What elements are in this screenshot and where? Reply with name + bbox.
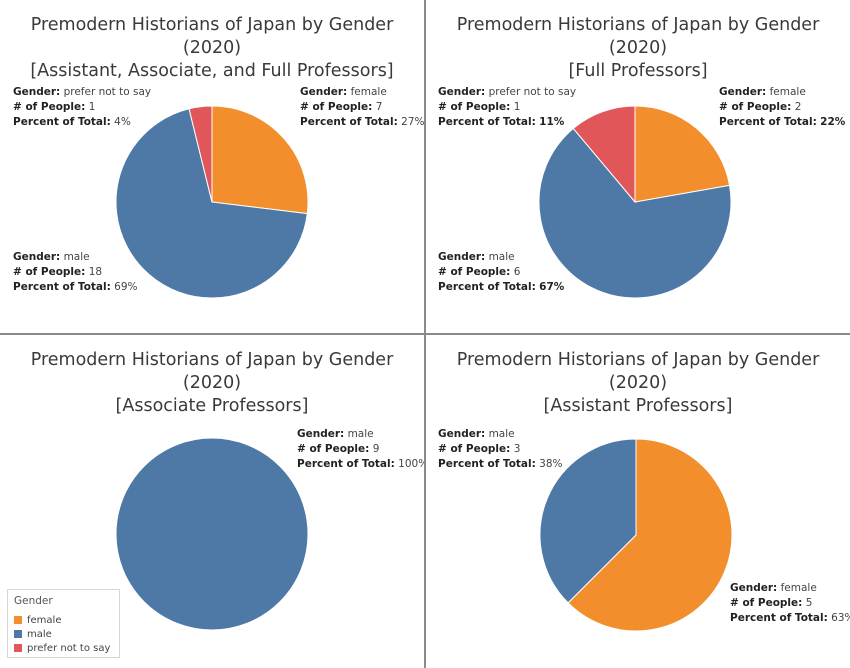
title-line: Premodern Historians of Japan by Gender … (30, 350, 394, 393)
slice-label-female: Gender: female # of People: 2 Percent of… (719, 86, 846, 128)
slice-label-female: Gender: female # of People: 7 Percent of… (300, 86, 424, 128)
pie-slice-male[interactable] (115, 108, 308, 299)
slice-label-prefer-not-to-say: Gender: prefer not to say # of People: 1… (13, 86, 152, 128)
chart-title: Premodern Historians of Japan by Gender … (0, 349, 424, 418)
slice-label-prefer-not-to-say: Gender: prefer not to say # of People: 1… (438, 86, 577, 128)
pie-slice-male[interactable] (538, 127, 732, 299)
slice-label-female: Gender: female # of People: 5 Percent of… (730, 582, 850, 624)
legend-item-prefer-not-to-say[interactable]: prefer not to say (14, 642, 110, 656)
title-line: Premodern Historians of Japan by Gender … (30, 15, 394, 58)
legend-item-female[interactable]: female (14, 614, 61, 628)
pie-chart (538, 105, 732, 299)
pie-chart (115, 105, 309, 299)
chart-title: Premodern Historians of Japan by Gender … (0, 14, 424, 83)
pie-slice-female[interactable] (567, 438, 733, 632)
pie-slice-female[interactable] (634, 105, 731, 203)
legend-title: Gender (14, 595, 53, 607)
slice-label-male: Gender: male # of People: 18 Percent of … (13, 251, 138, 293)
pie-slice-prefer-not-to-say[interactable] (188, 105, 213, 203)
chart-title: Premodern Historians of Japan by Gender … (426, 14, 850, 83)
title-line: Premodern Historians of Japan by Gender … (456, 15, 820, 58)
legend-swatch (14, 630, 22, 638)
legend-swatch (14, 644, 22, 652)
title-line: Premodern Historians of Japan by Gender … (456, 350, 820, 393)
gender-legend: Gender female male prefer not to say (7, 589, 120, 658)
chart-panel-full-professors: Premodern Historians of Japan by Gender … (426, 0, 850, 333)
legend-item-label: prefer not to say (27, 643, 111, 654)
slice-label-male: Gender: male # of People: 9 Percent of T… (297, 428, 424, 470)
legend-item-male[interactable]: male (14, 628, 52, 642)
pie-slice-male[interactable] (115, 437, 309, 631)
subtitle-line: [Full Professors] (568, 61, 708, 81)
chart-panel-all-professors: Premodern Historians of Japan by Gender … (0, 0, 424, 333)
chart-panel-associate-professors: Premodern Historians of Japan by Gender … (0, 335, 424, 668)
chart-title: Premodern Historians of Japan by Gender … (426, 349, 850, 418)
pie-chart (115, 437, 309, 631)
pie-slice-female[interactable] (211, 105, 309, 215)
legend-swatch (14, 616, 22, 624)
pie-slice-male[interactable] (539, 438, 637, 604)
subtitle-line: [Associate Professors] (115, 396, 309, 416)
legend-item-label: male (27, 629, 52, 640)
horizontal-divider (0, 333, 850, 335)
slice-label-male: Gender: male # of People: 3 Percent of T… (438, 428, 563, 470)
pie-chart (539, 438, 733, 632)
subtitle-line: [Assistant Professors] (543, 396, 733, 416)
slice-label-male: Gender: male # of People: 6 Percent of T… (438, 251, 565, 293)
legend-item-label: female (27, 615, 62, 626)
subtitle-line: [Assistant, Associate, and Full Professo… (30, 61, 394, 81)
chart-panel-assistant-professors: Premodern Historians of Japan by Gender … (426, 335, 850, 668)
pie-slice-prefer-not-to-say[interactable] (572, 105, 636, 204)
